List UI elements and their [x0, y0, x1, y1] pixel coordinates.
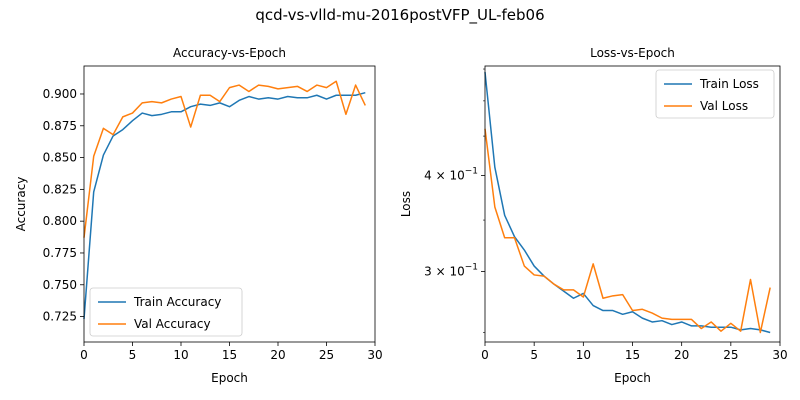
- y-tick-label: 0.725: [43, 310, 77, 324]
- legend-label: Val Loss: [700, 99, 748, 113]
- x-tick-label: 25: [723, 348, 738, 362]
- x-tick-label: 20: [270, 348, 285, 362]
- chart-title: Accuracy-vs-Epoch: [173, 46, 286, 60]
- x-tick-label: 30: [367, 348, 382, 362]
- legend: Train Loss Val Loss: [655, 69, 775, 119]
- series-line-train-accuracy: [83, 91, 366, 320]
- series-line-val-loss: [484, 128, 771, 334]
- legend: Train Accuracy Val Accuracy: [89, 287, 243, 337]
- y-tick-label: 0.775: [43, 246, 77, 260]
- figure-suptitle: qcd-vs-vlld-mu-2016postVFP_UL-feb06: [255, 6, 544, 25]
- y-axis-label: Accuracy: [14, 177, 28, 232]
- accuracy-chart: Accuracy-vs-Epoch 0 5 10 15 20 25 30 0.725 0.750 0…: [14, 46, 383, 385]
- x-tick-label: 5: [129, 348, 137, 362]
- x-tick-label: 20: [674, 348, 689, 362]
- x-axis-label: Epoch: [211, 371, 248, 385]
- legend-label: Val Accuracy: [134, 317, 211, 331]
- x-tick-label: 0: [80, 348, 88, 362]
- x-tick-label: 10: [576, 348, 591, 362]
- y-tick-label: 0.800: [43, 214, 77, 228]
- y-tick-label: 4 × 10−1: [424, 166, 478, 182]
- legend-label: Train Loss: [699, 77, 759, 91]
- legend-box: [89, 287, 243, 337]
- x-tick-label: 15: [222, 348, 237, 362]
- y-tick-label: 0.750: [43, 278, 77, 292]
- x-tick-label: 15: [625, 348, 640, 362]
- y-tick-label-base: 4 × 10: [424, 168, 465, 182]
- y-tick-label-base: 3 × 10: [424, 265, 465, 279]
- series-line-val-accuracy: [83, 80, 366, 238]
- x-tick-label: 5: [530, 348, 538, 362]
- legend-label: Train Accuracy: [133, 295, 221, 309]
- series-line-train-loss: [484, 72, 771, 334]
- y-tick-label: 3 × 10−1: [424, 263, 478, 279]
- x-tick-label: 0: [481, 348, 489, 362]
- y-tick-label-exponent: −1: [465, 263, 478, 273]
- x-tick-label: 25: [319, 348, 334, 362]
- y-tick-label: 0.875: [43, 119, 77, 133]
- x-axis-label: Epoch: [614, 371, 651, 385]
- x-tick-label: 10: [173, 348, 188, 362]
- y-tick-label: 0.850: [43, 151, 77, 165]
- y-axis-label: Loss: [399, 191, 413, 217]
- y-tick-label-exponent: −1: [465, 166, 478, 176]
- y-tick-label: 0.900: [43, 87, 77, 101]
- y-tick-label: 0.825: [43, 182, 77, 196]
- chart-title: Loss-vs-Epoch: [590, 46, 675, 60]
- x-tick-label: 30: [772, 348, 787, 362]
